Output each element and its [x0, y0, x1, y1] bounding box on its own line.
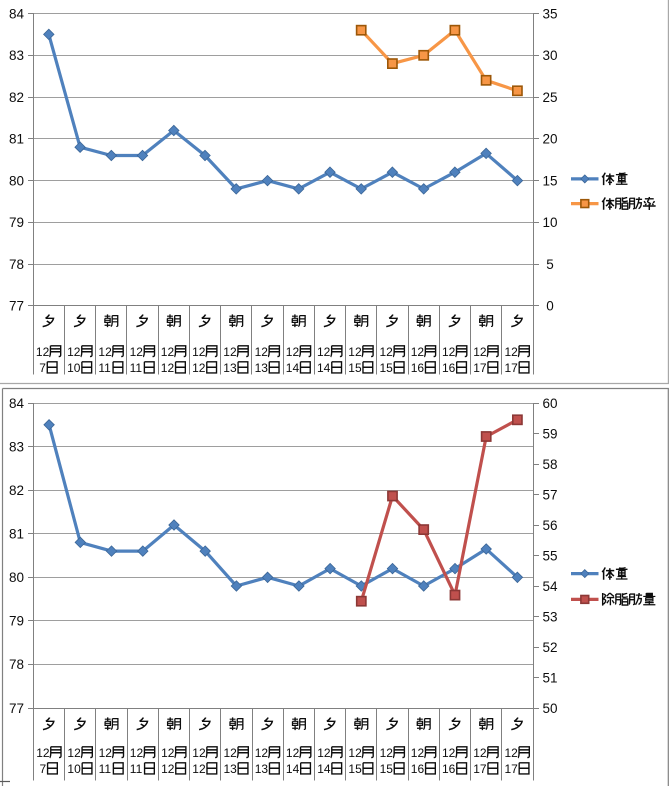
svg-text:0: 0 [546, 299, 554, 314]
svg-text:12: 12 [473, 746, 487, 760]
svg-text:52: 52 [542, 640, 557, 655]
svg-text:56: 56 [542, 518, 557, 533]
svg-text:11: 11 [130, 762, 143, 776]
svg-text:12: 12 [505, 746, 519, 760]
svg-text:15: 15 [380, 361, 394, 375]
svg-text:77: 77 [9, 299, 24, 314]
svg-text:12: 12 [286, 345, 300, 359]
svg-text:12: 12 [99, 746, 113, 760]
svg-text:35: 35 [542, 6, 557, 21]
svg-text:80: 80 [9, 173, 24, 188]
svg-text:14: 14 [317, 762, 331, 776]
svg-text:12: 12 [130, 746, 144, 760]
svg-text:15: 15 [348, 361, 362, 375]
svg-text:54: 54 [542, 579, 558, 594]
svg-text:12: 12 [442, 746, 456, 760]
svg-text:12: 12 [161, 361, 175, 375]
svg-text:7: 7 [39, 361, 46, 375]
svg-text:59: 59 [542, 426, 557, 441]
svg-text:12: 12 [130, 345, 144, 359]
svg-text:12: 12 [505, 345, 519, 359]
svg-text:82: 82 [9, 90, 24, 105]
svg-text:13: 13 [224, 762, 238, 776]
svg-text:84: 84 [9, 396, 25, 411]
svg-text:12: 12 [473, 345, 487, 359]
svg-text:12: 12 [67, 746, 81, 760]
svg-text:81: 81 [9, 527, 24, 542]
svg-text:53: 53 [542, 609, 557, 624]
svg-text:81: 81 [9, 132, 24, 147]
svg-text:10: 10 [67, 361, 81, 375]
svg-text:51: 51 [542, 670, 557, 685]
svg-text:12: 12 [224, 746, 238, 760]
svg-text:12: 12 [255, 345, 269, 359]
svg-text:10: 10 [67, 762, 81, 776]
svg-text:55: 55 [542, 548, 557, 563]
svg-text:83: 83 [9, 439, 24, 454]
svg-text:5: 5 [546, 257, 554, 272]
svg-text:12: 12 [161, 345, 175, 359]
svg-text:12: 12 [192, 345, 206, 359]
svg-text:84: 84 [9, 6, 25, 21]
svg-text:58: 58 [542, 457, 557, 472]
svg-text:17: 17 [473, 762, 487, 776]
svg-text:30: 30 [542, 48, 557, 63]
svg-text:78: 78 [9, 257, 24, 272]
svg-text:12: 12 [255, 746, 269, 760]
svg-text:13: 13 [255, 762, 269, 776]
svg-text:20: 20 [542, 132, 557, 147]
svg-text:12: 12 [161, 762, 175, 776]
svg-text:16: 16 [442, 762, 456, 776]
svg-text:12: 12 [380, 345, 394, 359]
svg-text:60: 60 [542, 396, 557, 411]
svg-text:12: 12 [67, 345, 81, 359]
svg-text:83: 83 [9, 48, 24, 63]
svg-text:12: 12 [317, 746, 331, 760]
svg-text:12: 12 [286, 746, 300, 760]
svg-text:15: 15 [348, 762, 362, 776]
svg-text:12: 12 [192, 762, 206, 776]
svg-text:11: 11 [99, 762, 112, 776]
svg-text:79: 79 [9, 614, 24, 629]
svg-text:12: 12 [192, 361, 206, 375]
svg-text:13: 13 [255, 361, 269, 375]
svg-text:12: 12 [442, 345, 456, 359]
svg-text:12: 12 [411, 746, 425, 760]
svg-text:25: 25 [542, 90, 557, 105]
svg-text:14: 14 [286, 361, 300, 375]
svg-text:78: 78 [9, 657, 24, 672]
svg-text:15: 15 [542, 173, 557, 188]
svg-text:82: 82 [9, 483, 24, 498]
svg-text:14: 14 [286, 762, 300, 776]
svg-text:12: 12 [411, 345, 425, 359]
svg-text:77: 77 [9, 701, 24, 716]
svg-text:16: 16 [411, 762, 425, 776]
svg-text:16: 16 [442, 361, 456, 375]
svg-text:11: 11 [98, 361, 111, 375]
svg-text:17: 17 [505, 762, 519, 776]
svg-text:16: 16 [411, 361, 425, 375]
svg-text:10: 10 [542, 215, 557, 230]
svg-text:11: 11 [130, 361, 143, 375]
svg-text:14: 14 [317, 361, 331, 375]
svg-text:50: 50 [542, 701, 557, 716]
svg-text:57: 57 [542, 487, 557, 502]
svg-text:12: 12 [317, 345, 331, 359]
svg-text:12: 12 [98, 345, 112, 359]
svg-text:12: 12 [36, 746, 50, 760]
svg-text:12: 12 [36, 345, 50, 359]
svg-text:12: 12 [223, 345, 237, 359]
svg-text:12: 12 [192, 746, 206, 760]
svg-text:12: 12 [348, 746, 362, 760]
svg-text:17: 17 [473, 361, 487, 375]
svg-text:80: 80 [9, 570, 24, 585]
svg-text:13: 13 [223, 361, 237, 375]
svg-text:15: 15 [380, 762, 394, 776]
svg-text:12: 12 [161, 746, 175, 760]
svg-text:12: 12 [380, 746, 394, 760]
svg-text:12: 12 [348, 345, 362, 359]
svg-text:17: 17 [505, 361, 519, 375]
svg-text:79: 79 [9, 215, 24, 230]
svg-text:7: 7 [40, 762, 47, 776]
